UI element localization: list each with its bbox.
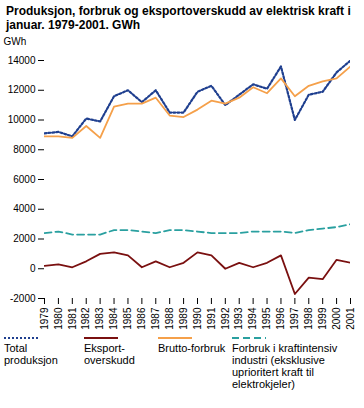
svg-text:2000: 2000: [331, 307, 342, 330]
html-text:Forbruk i kraftintensiv indust: Forbruk i kraftintensiv industri (eksklu…: [232, 342, 338, 390]
svg-text:1995: 1995: [261, 307, 272, 330]
svg-text:14000: 14000: [8, 55, 36, 66]
svg-text:2000: 2000: [13, 233, 36, 244]
svg-text:1991: 1991: [206, 307, 217, 330]
svg-text:12000: 12000: [8, 84, 36, 95]
svg-text:1988: 1988: [164, 307, 175, 330]
svg-text:0: 0: [30, 263, 36, 274]
svg-text:1979: 1979: [39, 307, 50, 330]
html-text:Produksjon, forbruk og eksport: Produksjon, forbruk og eksportoverskudd …: [6, 4, 351, 32]
svg-text:1990: 1990: [192, 307, 203, 330]
html-text:Brutto-forbruk: Brutto-forbruk: [158, 342, 226, 354]
svg-text:1989: 1989: [178, 307, 189, 330]
svg-text:1981: 1981: [67, 307, 78, 330]
svg-text:1984: 1984: [108, 307, 119, 330]
svg-text:8000: 8000: [13, 144, 36, 155]
svg-text:1999: 1999: [317, 307, 328, 330]
svg-text:1994: 1994: [247, 307, 258, 330]
html-text:Total produksjon: Total produksjon: [4, 342, 58, 366]
svg-text:1986: 1986: [136, 307, 147, 330]
svg-text:GWh: GWh: [4, 36, 27, 47]
svg-text:6000: 6000: [13, 174, 36, 185]
svg-text:1997: 1997: [289, 307, 300, 330]
svg-text:10000: 10000: [8, 114, 36, 125]
svg-text:1987: 1987: [150, 307, 161, 330]
svg-text:-2000: -2000: [10, 293, 36, 304]
html-text:Eksport-overskudd: Eksport-overskudd: [84, 342, 135, 366]
svg-text:4000: 4000: [13, 203, 36, 214]
svg-text:2001: 2001: [345, 307, 356, 330]
svg-text:1993: 1993: [233, 307, 244, 330]
svg-text:1996: 1996: [275, 307, 286, 330]
svg-text:1998: 1998: [303, 307, 314, 330]
svg-text:1983: 1983: [94, 307, 105, 330]
svg-text:1985: 1985: [122, 307, 133, 330]
svg-text:1982: 1982: [80, 307, 91, 330]
svg-text:1980: 1980: [53, 307, 64, 330]
svg-text:1992: 1992: [220, 307, 231, 330]
